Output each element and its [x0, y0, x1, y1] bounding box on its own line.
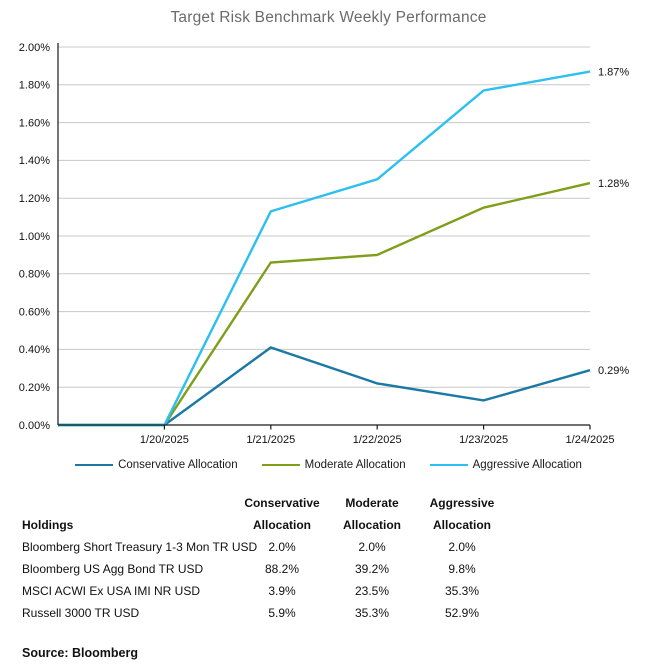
y-axis-tick-label: 1.40%: [19, 155, 50, 167]
legend-line-swatch: [261, 463, 300, 467]
holding-value: 2.0%: [268, 540, 296, 554]
holding-value: 2.0%: [358, 540, 386, 554]
table-header-column: Moderate Allocation: [342, 496, 401, 532]
holdings-table: Holdings Conservative Allocation Moderate Al…: [22, 492, 507, 624]
performance-line-chart: 0.00% 0.20% 0.40% 0.60% 0.80% 1.00% 1.20% 1.40%…: [19, 42, 630, 446]
y-axis-tick-label: 0.00%: [19, 420, 50, 432]
x-axis-tick-label: 1/22/2025: [353, 434, 402, 446]
x-axis-tick-label: 1/23/2025: [459, 434, 508, 446]
y-axis-tick-label: 0.20%: [19, 382, 50, 394]
series-line-moderate: [58, 181, 591, 427]
holding-value: 5.9%: [268, 606, 296, 620]
y-axis-tick-label: 0.60%: [19, 306, 50, 318]
legend-label: Aggressive Allocation: [472, 459, 582, 471]
series-end-label: 1.28%: [598, 178, 629, 190]
holding-value: 52.9%: [444, 606, 480, 620]
y-axis-tick-label: 2.00%: [19, 42, 50, 54]
y-axis-tick-label: 0.40%: [19, 344, 50, 356]
chart-title: Target Risk Benchmark Weekly Performance: [170, 9, 487, 26]
series-end-label: 0.29%: [598, 365, 629, 377]
holding-value: 3.9%: [268, 584, 296, 598]
legend-label: Conservative Allocation: [118, 459, 238, 471]
x-axis-tick-label: 1/21/2025: [246, 434, 295, 446]
legend-item-conservative: Conservative Allocation: [75, 459, 238, 471]
legend-line-swatch: [75, 463, 114, 467]
series-line-conservative: [58, 346, 591, 427]
x-axis-tick-label: 1/24/2025: [566, 434, 615, 446]
table-header-holdings: Holdings: [22, 518, 74, 532]
holding-name: Bloomberg US Agg Bond TR USD: [22, 562, 204, 576]
holding-name: Bloomberg Short Treasury 1-3 Mon TR USD: [22, 540, 258, 554]
holding-value: 88.2%: [264, 562, 300, 576]
chart-legend: Conservative Allocation Moderate Allocati…: [0, 459, 657, 471]
holding-value: 35.3%: [354, 606, 390, 620]
holding-value: 9.8%: [448, 562, 476, 576]
y-axis-tick-label: 1.20%: [19, 193, 50, 205]
source-note: Source: Bloomberg: [22, 646, 138, 660]
holding-value: 2.0%: [448, 540, 476, 554]
holding-value: 39.2%: [354, 562, 390, 576]
series-end-label: 1.87%: [598, 66, 629, 78]
y-axis-tick-label: 1.60%: [19, 117, 50, 129]
y-axis-tick-label: 1.00%: [19, 231, 50, 243]
holding-value: 35.3%: [444, 584, 480, 598]
y-axis-tick-label: 1.80%: [19, 80, 50, 92]
table-header-column: Conservative Allocation: [244, 496, 320, 532]
holding-name: MSCI ACWI Ex USA IMI NR USD: [22, 584, 201, 598]
series-line-aggressive: [58, 70, 591, 427]
legend-item-aggressive: Aggressive Allocation: [429, 459, 582, 471]
legend-line-swatch: [429, 463, 468, 467]
legend-item-moderate: Moderate Allocation: [261, 459, 406, 471]
table-header-column: Aggressive Allocation: [429, 496, 495, 532]
legend-label: Moderate Allocation: [304, 459, 406, 471]
holding-name: Russell 3000 TR USD: [22, 606, 140, 620]
holding-value: 23.5%: [354, 584, 390, 598]
x-axis-tick-label: 1/20/2025: [140, 434, 189, 446]
y-axis-tick-label: 0.80%: [19, 269, 50, 281]
